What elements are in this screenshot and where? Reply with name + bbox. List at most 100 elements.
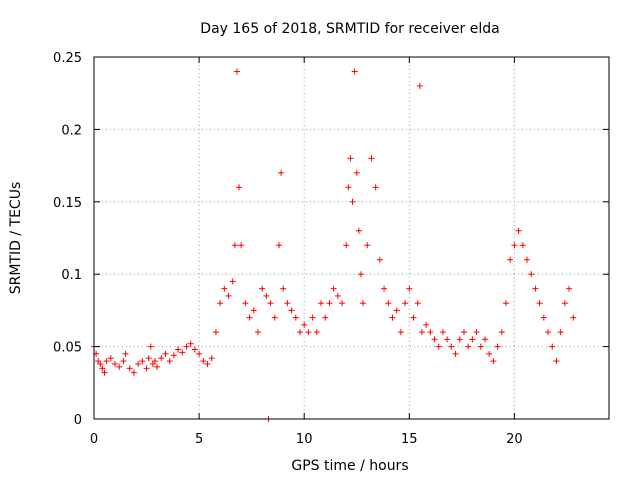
data-point (406, 285, 413, 292)
data-point (540, 314, 547, 321)
data-point (116, 363, 123, 370)
data-point (107, 355, 114, 362)
y-tick-label: 0.1 (61, 268, 82, 283)
data-point (254, 329, 261, 336)
data-point (330, 285, 337, 292)
data-point (481, 336, 488, 343)
data-point (301, 321, 308, 328)
data-point (427, 329, 434, 336)
data-point (397, 329, 404, 336)
data-point (318, 300, 325, 307)
data-point (250, 307, 257, 314)
x-tick-label: 10 (296, 432, 313, 447)
data-point (334, 292, 341, 299)
data-point (275, 242, 282, 249)
x-axis-label: GPS time / hours (291, 458, 408, 474)
data-point (345, 184, 352, 191)
data-point (372, 184, 379, 191)
data-point (519, 242, 526, 249)
data-point (357, 271, 364, 278)
data-point (490, 358, 497, 365)
data-point (229, 278, 236, 285)
data-points (91, 68, 577, 422)
x-tick-label: 5 (195, 432, 203, 447)
data-point (566, 285, 573, 292)
data-point (236, 184, 243, 191)
y-tick-label: 0.05 (53, 341, 82, 356)
data-point (122, 350, 129, 357)
axis-ticks: 0 5 10 15 20 0 0.05 0.1 0.15 0.2 0.25 (53, 51, 609, 447)
data-point (351, 68, 358, 75)
data-point (469, 336, 476, 343)
data-point (162, 350, 169, 357)
data-point (278, 169, 285, 176)
y-tick-label: 0.15 (53, 196, 82, 211)
data-point (135, 360, 142, 367)
data-point (191, 346, 198, 353)
data-point (498, 329, 505, 336)
data-point (515, 227, 522, 234)
data-point (309, 314, 316, 321)
data-point (553, 358, 560, 365)
data-point (212, 329, 219, 336)
data-point (139, 358, 146, 365)
data-point (238, 242, 245, 249)
data-point (221, 285, 228, 292)
data-point (200, 358, 207, 365)
data-point (494, 343, 501, 350)
data-point (570, 314, 577, 321)
data-point (130, 369, 137, 376)
data-point (385, 300, 392, 307)
data-point (389, 314, 396, 321)
data-point (120, 358, 127, 365)
data-point (183, 343, 190, 350)
data-point (263, 292, 270, 299)
data-point (381, 285, 388, 292)
data-point (528, 271, 535, 278)
data-point (402, 300, 409, 307)
data-point (452, 350, 459, 357)
data-point (456, 336, 463, 343)
data-point (376, 256, 383, 263)
data-point (435, 343, 442, 350)
data-point (524, 256, 531, 263)
data-point (355, 227, 362, 234)
y-axis-label: SRMTID / TECUs (8, 182, 24, 295)
y-tick-label: 0.2 (61, 123, 82, 138)
data-point (154, 363, 161, 370)
data-point (448, 343, 455, 350)
data-point (368, 155, 375, 162)
chart-title: Day 165 of 2018, SRMTID for receiver eld… (200, 21, 499, 37)
data-point (271, 314, 278, 321)
data-point (246, 314, 253, 321)
data-point (561, 300, 568, 307)
data-point (259, 285, 266, 292)
data-point (465, 343, 472, 350)
data-point (353, 169, 360, 176)
grid (94, 57, 609, 419)
x-tick-label: 15 (401, 432, 418, 447)
data-point (410, 314, 417, 321)
data-point (267, 300, 274, 307)
data-point (532, 285, 539, 292)
data-point (103, 358, 110, 365)
data-point (364, 242, 371, 249)
data-point (416, 82, 423, 89)
plot-frame (93, 56, 610, 420)
data-point (233, 68, 240, 75)
data-point (196, 350, 203, 357)
data-point (393, 307, 400, 314)
data-point (360, 300, 367, 307)
data-point (208, 355, 215, 362)
data-point (158, 355, 165, 362)
data-point (536, 300, 543, 307)
data-point (204, 360, 211, 367)
data-point (503, 300, 509, 307)
data-point (545, 329, 552, 336)
data-point (217, 300, 224, 307)
data-point (170, 352, 177, 359)
data-point (175, 346, 182, 353)
x-tick-label: 20 (506, 432, 523, 447)
data-point (97, 360, 104, 367)
